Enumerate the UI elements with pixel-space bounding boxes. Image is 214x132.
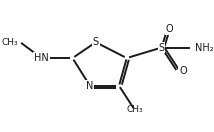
Text: O: O (179, 66, 187, 76)
Text: NH₂: NH₂ (195, 43, 213, 53)
Text: S: S (93, 37, 99, 47)
Text: CH₃: CH₃ (126, 105, 143, 114)
Text: CH₃: CH₃ (2, 38, 18, 47)
Text: S: S (159, 43, 165, 53)
Text: O: O (166, 24, 173, 34)
Text: HN: HN (34, 53, 49, 63)
Text: N: N (86, 81, 94, 91)
